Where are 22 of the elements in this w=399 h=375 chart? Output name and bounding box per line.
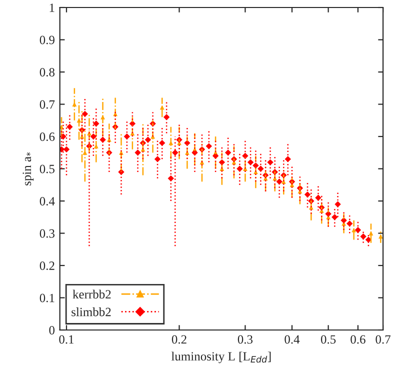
y-tick-label: 0.2 — [40, 262, 54, 270]
x-tick-label: 0.1 — [59, 335, 74, 344]
x-tick-label: 0.3 — [238, 335, 253, 344]
y-tick-label: 0.3 — [40, 229, 54, 238]
x-tick-label: 0.6 — [350, 335, 366, 344]
y-axis-title: spin a$_{*}$ — [22, 152, 34, 186]
y-tick-label: 1 — [50, 4, 54, 12]
y-tick-label: 0.7 — [40, 100, 55, 109]
x-tick-label: 0.5 — [320, 335, 336, 344]
y-tick-label: 0.6 — [40, 132, 55, 142]
y-tick-label: 0.4 — [40, 197, 55, 206]
y-tick-label: 0.9 — [40, 36, 54, 44]
y-tick-label: 0.1 — [40, 294, 54, 302]
legend-label: slimbb2 — [72, 307, 111, 316]
x-tick-label: 0.7 — [376, 335, 390, 344]
x-axis-title: luminosity L [L$_{Edd}$] — [171, 352, 271, 364]
legend-label: kerrbb2 — [72, 290, 111, 299]
y-tick-label: 0.5 — [40, 164, 54, 174]
y-tick-label: 0.8 — [40, 68, 55, 77]
x-tick-label: 0.2 — [172, 335, 186, 344]
x-tick-label: 0.4 — [284, 335, 300, 344]
y-tick-label: 0 — [49, 326, 55, 334]
